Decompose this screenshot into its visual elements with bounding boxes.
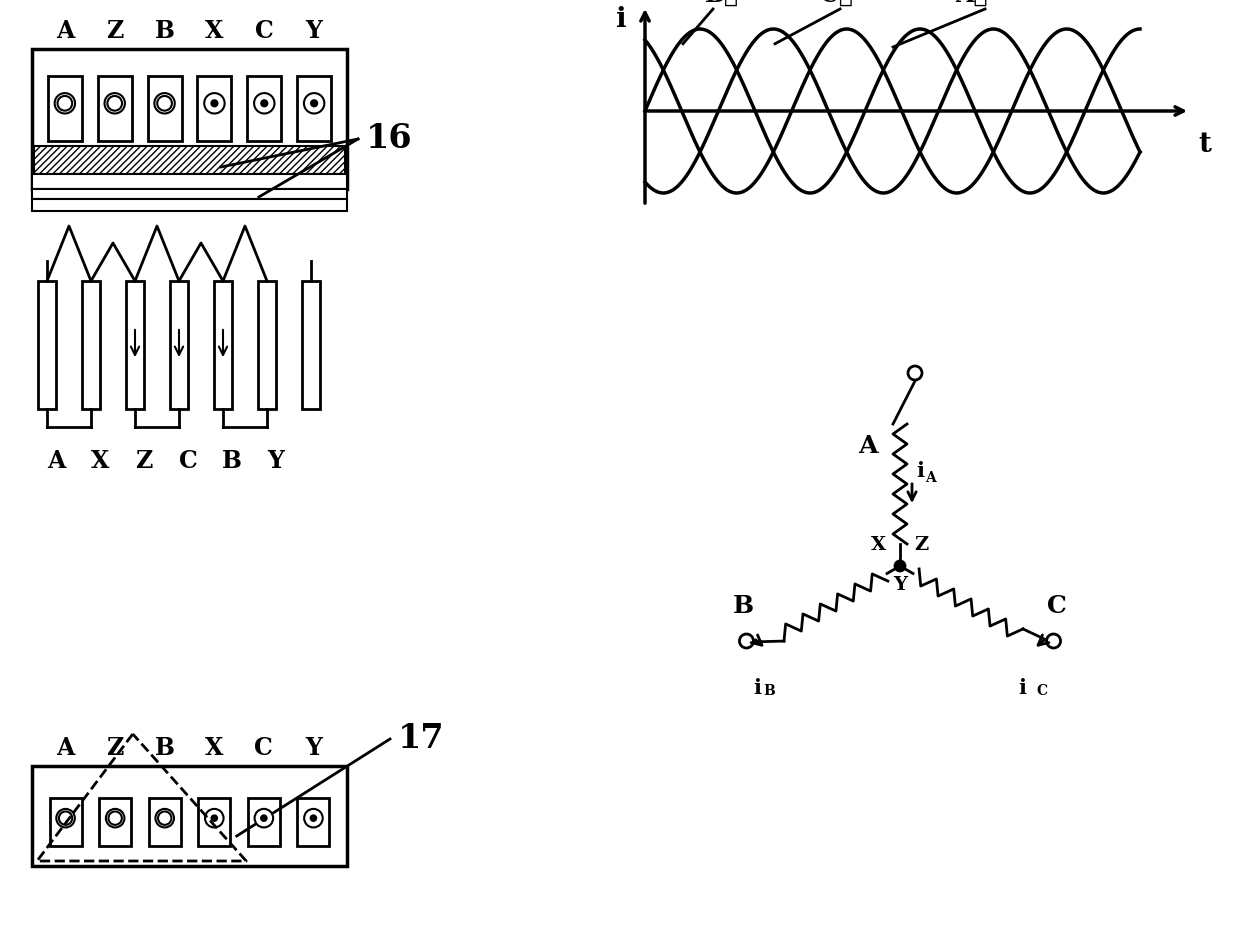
Bar <box>32 199 347 211</box>
Text: C相: C相 <box>820 0 853 7</box>
Circle shape <box>254 93 274 114</box>
Bar <box>38 281 56 409</box>
Bar <box>32 49 347 189</box>
Circle shape <box>311 100 317 106</box>
Bar <box>82 281 100 409</box>
Text: A: A <box>858 434 878 458</box>
Text: C: C <box>179 449 197 473</box>
Circle shape <box>154 93 175 114</box>
Text: C: C <box>1037 684 1048 698</box>
Bar <box>50 798 82 846</box>
Circle shape <box>895 561 905 571</box>
Circle shape <box>104 93 125 114</box>
Bar <box>248 798 280 846</box>
Text: B: B <box>764 684 775 698</box>
Circle shape <box>205 809 223 828</box>
Text: i: i <box>616 6 627 33</box>
Text: A相: A相 <box>955 0 987 7</box>
Bar <box>258 281 277 409</box>
Text: Y: Y <box>893 576 906 594</box>
Circle shape <box>205 93 224 114</box>
Text: Z: Z <box>107 19 124 43</box>
Text: C: C <box>255 19 274 43</box>
Text: C: C <box>254 736 273 760</box>
Text: X: X <box>91 449 109 473</box>
Circle shape <box>105 809 124 828</box>
Bar <box>170 281 188 409</box>
Text: X: X <box>870 536 887 554</box>
Text: Z: Z <box>107 736 124 760</box>
Bar <box>148 76 181 141</box>
Text: C: C <box>1047 594 1066 618</box>
Bar <box>149 798 181 846</box>
Circle shape <box>304 809 322 828</box>
Text: i: i <box>916 461 924 481</box>
Text: B相: B相 <box>706 0 739 7</box>
Bar <box>303 281 320 409</box>
Bar <box>215 281 232 409</box>
Text: Y: Y <box>268 449 284 473</box>
Text: Y: Y <box>305 736 322 760</box>
Circle shape <box>211 100 218 106</box>
Text: A: A <box>56 19 74 43</box>
Text: A: A <box>56 736 74 760</box>
Text: t: t <box>1198 131 1211 158</box>
Bar <box>33 146 345 174</box>
Text: i: i <box>754 678 761 698</box>
Text: B: B <box>733 594 754 618</box>
Bar <box>99 798 131 846</box>
Bar <box>32 189 347 199</box>
Text: 17: 17 <box>398 722 445 755</box>
Text: i: i <box>1018 678 1027 698</box>
Circle shape <box>310 816 316 821</box>
Text: Z: Z <box>135 449 153 473</box>
Text: 16: 16 <box>366 123 413 155</box>
Circle shape <box>211 816 217 821</box>
Text: B: B <box>222 449 242 473</box>
Text: B: B <box>155 19 175 43</box>
Bar <box>32 766 347 866</box>
Text: X: X <box>205 19 223 43</box>
Text: X: X <box>205 736 223 760</box>
Bar <box>247 76 281 141</box>
Bar <box>198 798 231 846</box>
Bar <box>126 281 144 409</box>
Circle shape <box>260 816 267 821</box>
Text: A: A <box>47 449 66 473</box>
Text: Z: Z <box>914 536 929 554</box>
Circle shape <box>304 93 325 114</box>
Text: Y: Y <box>306 19 322 43</box>
Bar <box>32 174 347 189</box>
Circle shape <box>1047 634 1060 648</box>
Bar <box>48 76 82 141</box>
Circle shape <box>155 809 174 828</box>
Bar <box>197 76 232 141</box>
Circle shape <box>908 366 923 380</box>
Circle shape <box>254 809 273 828</box>
Circle shape <box>55 93 76 114</box>
Bar <box>298 76 331 141</box>
Circle shape <box>739 634 754 648</box>
Bar <box>98 76 131 141</box>
Bar <box>298 798 330 846</box>
Circle shape <box>56 809 74 828</box>
Circle shape <box>262 100 268 106</box>
Text: A: A <box>925 471 936 485</box>
Text: B: B <box>155 736 175 760</box>
